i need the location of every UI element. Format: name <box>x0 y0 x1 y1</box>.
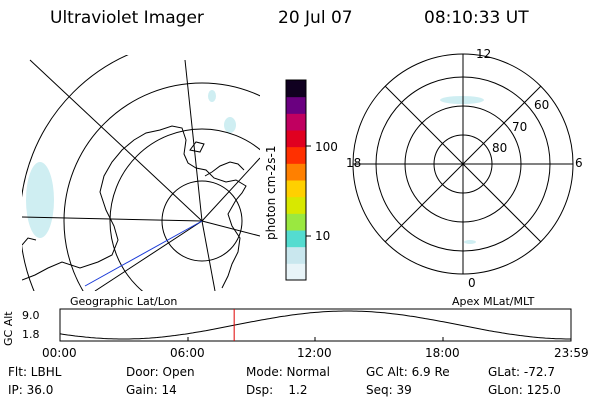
status-glat: GLat: -72.7 <box>488 365 555 379</box>
satellite-direction-line <box>84 220 203 287</box>
colorbar-band <box>286 230 306 248</box>
colorbar-band <box>286 263 306 281</box>
meridian-line <box>201 157 260 222</box>
colorbar-band <box>286 180 306 198</box>
colorbar-band <box>286 80 306 98</box>
timeline-xtick: 00:00 <box>42 346 77 360</box>
status-glon: GLon: 125.0 <box>488 383 561 397</box>
status-seq: Seq: 39 <box>366 383 412 397</box>
aurora-patch <box>464 240 476 244</box>
status-dsp: Dsp: 1.2 <box>246 383 308 397</box>
latitude-circle <box>63 82 260 291</box>
status-ip: IP: 36.0 <box>8 383 54 397</box>
instrument-title: Ultraviolet Imager <box>50 8 204 28</box>
image-date: 20 Jul 07 <box>278 8 353 28</box>
colorbar-band <box>286 130 306 148</box>
meridian-line <box>184 59 203 222</box>
colorbar-tick-label: 100 <box>315 140 338 154</box>
colorbar-band <box>286 146 306 164</box>
colorbar-band <box>286 96 306 114</box>
mlt-label-noon: 12 <box>476 47 492 61</box>
mlt-label-dawn: 6 <box>575 156 583 170</box>
polar-panel-caption: Apex MLat/MLT <box>452 295 535 308</box>
colorbar-band <box>286 163 306 181</box>
latitude-circle <box>161 180 243 262</box>
coastline <box>22 125 247 289</box>
meridian-line <box>201 220 216 291</box>
status-door: Door: Open <box>126 365 195 379</box>
status-gain: Gain: 14 <box>126 383 177 397</box>
mlat-label-80: 80 <box>492 141 508 155</box>
timeline-ylabel: GC Alt <box>2 311 15 346</box>
image-time: 08:10:33 UT <box>424 8 529 28</box>
status-filter: Flt: LBHL <box>8 365 62 379</box>
mlt-label-dusk: 18 <box>346 156 362 170</box>
colorbar-tick-label: 10 <box>315 229 331 243</box>
timeline-xtick: 06:00 <box>170 346 205 360</box>
status-mode: Mode: Normal <box>246 365 330 379</box>
timeline-xtick: 12:00 <box>297 346 332 360</box>
colorbar-band <box>286 113 306 131</box>
aurora-patch <box>440 96 484 104</box>
colorbar-unit-label: photon cm-2s-1 <box>264 145 278 241</box>
meridian-line <box>22 216 203 222</box>
colorbar <box>286 80 306 281</box>
mlat-label-60: 60 <box>534 98 550 112</box>
meridian-line <box>29 59 203 222</box>
colorbar-band <box>286 196 306 214</box>
timeline-xtick: 23:59 <box>554 346 589 360</box>
mlat-label-70: 70 <box>512 120 528 134</box>
mlt-label-midnight: 0 <box>468 276 476 290</box>
aurora-patch <box>26 162 54 238</box>
coastline <box>22 237 37 246</box>
timeline-ytick: 1.8 <box>22 328 40 341</box>
aurora-patch <box>224 117 236 133</box>
aurora-patch <box>208 90 216 102</box>
mlt-line <box>384 85 542 243</box>
colorbar-frame <box>285 79 307 281</box>
coastline <box>189 141 205 153</box>
coastline <box>204 161 245 177</box>
meridian-line <box>94 220 203 291</box>
orbit-altitude-curve <box>59 310 571 340</box>
geo-panel-caption: Geographic Lat/Lon <box>70 295 178 308</box>
timeline-ytick: 9.0 <box>22 309 40 322</box>
meridian-line <box>201 220 260 237</box>
polar-plot <box>352 53 574 275</box>
timeline-xtick: 18:00 <box>425 346 460 360</box>
latitude-circle <box>109 128 260 291</box>
status-gc-alt: GC Alt: 6.9 Re <box>366 365 450 379</box>
colorbar-band <box>286 246 306 264</box>
orbit-plot-frame <box>59 308 572 342</box>
colorbar-band <box>286 213 306 231</box>
